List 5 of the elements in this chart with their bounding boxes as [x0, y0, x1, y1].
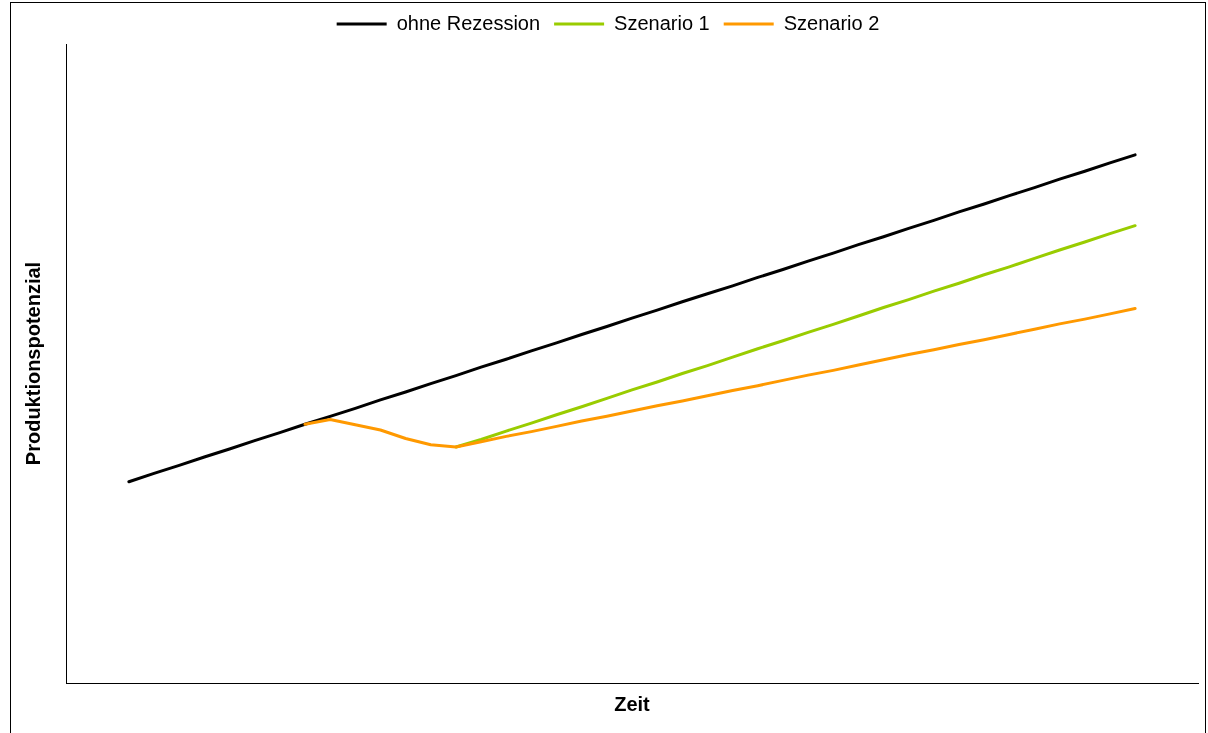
legend-label: ohne Rezession — [396, 11, 541, 34]
legend-label: Szenario 2 — [783, 11, 880, 34]
legend-label: Szenario 1 — [614, 11, 710, 34]
y-axis-title: Produktionspotenzial — [21, 261, 44, 466]
x-axis-title: Zeit — [614, 692, 651, 715]
